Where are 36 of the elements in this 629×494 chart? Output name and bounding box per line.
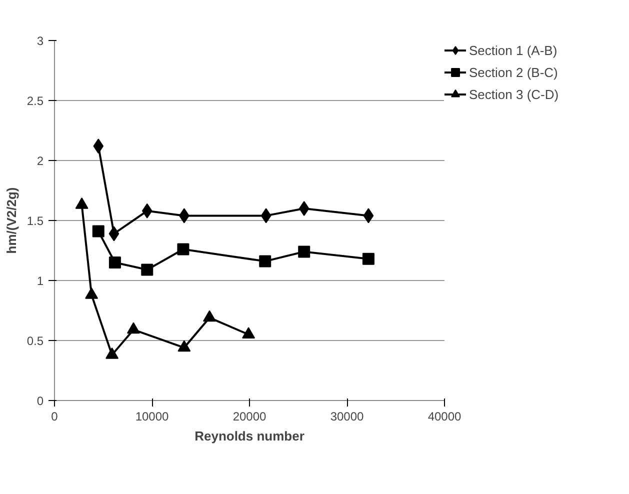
- y-tick-label: 2.5: [26, 94, 44, 108]
- y-axis-title: hm/(V2/2g): [4, 187, 19, 254]
- legend-label: Section 2 (B-C): [469, 64, 558, 80]
- point: [298, 201, 310, 216]
- x-tick-label: 20000: [232, 410, 267, 424]
- x-tick-label: 40000: [428, 410, 462, 424]
- legend-label: Section 1 (A-B): [469, 42, 558, 58]
- y-tick-label: 2: [36, 154, 44, 168]
- x-tick-label: 10000: [135, 410, 170, 424]
- x-tick-label: 0: [51, 410, 58, 424]
- point: [142, 203, 152, 218]
- point: [260, 208, 272, 224]
- point: [203, 310, 216, 322]
- x-axis-title: Reynolds number: [194, 428, 304, 444]
- point: [108, 226, 120, 242]
- point: [92, 225, 104, 238]
- point: [141, 264, 154, 276]
- point: [298, 246, 310, 258]
- point: [178, 340, 191, 352]
- point: [126, 322, 140, 334]
- point: [106, 347, 119, 359]
- y-tick-label: 3: [36, 34, 44, 48]
- point: [85, 287, 98, 299]
- x-tick-label: 30000: [330, 410, 364, 424]
- legend-label: Section 3 (C-D): [469, 86, 559, 102]
- y-tick-label: 1: [36, 274, 44, 288]
- point: [177, 243, 190, 256]
- y-tick-label: 0: [36, 394, 44, 408]
- y-tick-label: 0.5: [26, 334, 44, 348]
- point: [363, 208, 374, 224]
- point: [93, 138, 104, 154]
- point: [362, 252, 374, 265]
- point: [259, 255, 272, 268]
- point: [108, 256, 121, 268]
- y-tick-label: 1.5: [26, 214, 44, 228]
- point: [242, 327, 256, 338]
